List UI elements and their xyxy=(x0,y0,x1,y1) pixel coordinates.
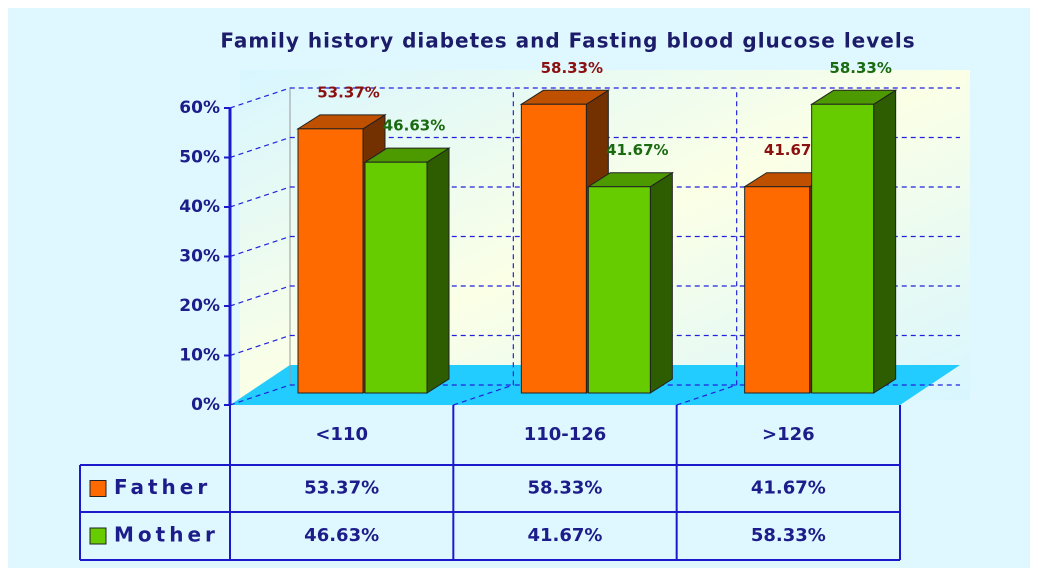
table-cell: 58.33% xyxy=(528,478,603,499)
grid-line xyxy=(229,334,960,357)
x-tick-label: 110-126 xyxy=(524,424,607,445)
y-tick-label: 0% xyxy=(191,395,220,415)
data-label: 58.33% xyxy=(829,59,891,77)
grid-line xyxy=(229,285,960,307)
legend-swatch xyxy=(89,480,107,497)
bar-side xyxy=(649,171,673,394)
bar-side xyxy=(426,147,450,394)
grid-line xyxy=(229,186,960,208)
y-tick-label: 40% xyxy=(179,197,220,217)
data-label: 41.67% xyxy=(606,141,668,159)
legend-swatch xyxy=(89,527,107,545)
bar xyxy=(811,103,875,394)
bar-side xyxy=(873,89,897,394)
x-tick-label: >126 xyxy=(762,424,815,445)
legend-label: Mother xyxy=(114,523,219,547)
bar xyxy=(297,128,364,394)
table-cell: 53.37% xyxy=(304,478,379,499)
data-label: 58.33% xyxy=(541,59,603,77)
bar xyxy=(364,161,428,394)
y-tick-label: 50% xyxy=(179,148,220,168)
y-tick-label: 30% xyxy=(179,247,220,267)
y-tick-label: 60% xyxy=(179,98,220,118)
grid-line xyxy=(229,136,960,159)
bar xyxy=(587,186,651,394)
grid-line xyxy=(229,384,960,406)
table-cell: 58.33% xyxy=(751,525,826,546)
y-tick-label: 10% xyxy=(179,346,220,366)
table-cell: 46.63% xyxy=(304,525,379,546)
table-cell: 41.67% xyxy=(751,478,826,499)
chart-title: Family history diabetes and Fasting bloo… xyxy=(220,29,915,53)
data-label: 46.63% xyxy=(383,117,445,135)
y-tick-label: 20% xyxy=(179,296,220,316)
table-cell: 41.67% xyxy=(528,525,603,546)
data-label: 53.37% xyxy=(317,83,379,101)
data-label: 41.67% xyxy=(764,141,826,159)
grid-line xyxy=(229,235,960,258)
grid-line xyxy=(229,87,960,109)
category-divider xyxy=(453,88,514,406)
x-tick-label: <110 xyxy=(315,424,368,445)
legend-label: Father xyxy=(114,475,211,499)
bar xyxy=(520,103,587,394)
bar xyxy=(744,186,811,394)
category-divider xyxy=(676,88,738,406)
